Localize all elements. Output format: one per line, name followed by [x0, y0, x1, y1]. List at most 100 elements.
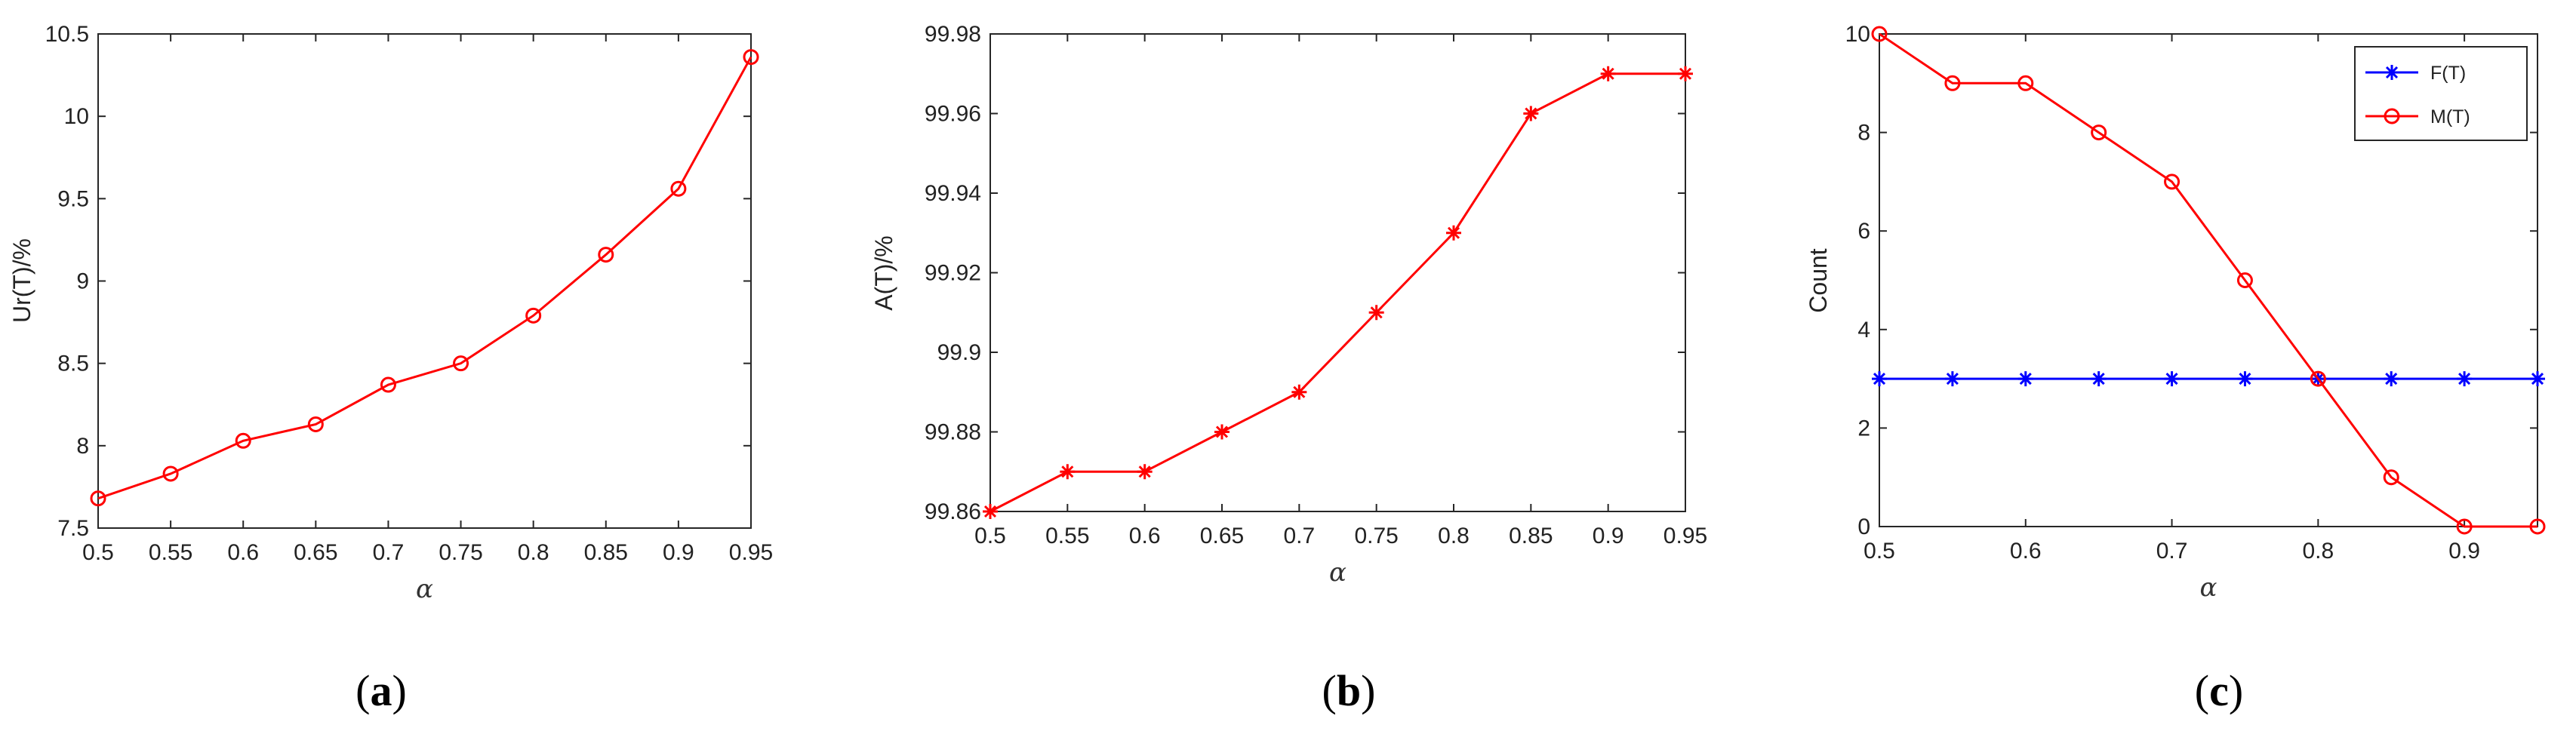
data-point: [1872, 371, 1887, 387]
legend-label: F(T): [2430, 63, 2466, 84]
data-point: [1871, 26, 1888, 42]
data-point: [2530, 371, 2545, 387]
legend: F(T) M(T): [2354, 46, 2528, 141]
data-point: [2017, 371, 2033, 387]
y-tick-label: 7.5: [57, 516, 89, 541]
data-point: [1446, 225, 1461, 241]
x-tick-label: 0.7: [373, 540, 405, 565]
y-tick-label: 99.96: [925, 102, 981, 127]
series-line-1: [1879, 32, 2538, 528]
data-point: [235, 432, 251, 449]
x-tick-label: 0.95: [1663, 524, 1707, 548]
y-tick-label: 99.9: [937, 340, 981, 365]
x-tick-label: 0.6: [227, 540, 259, 565]
y-axis-label: Ur(T)/%: [8, 238, 35, 323]
data-point: [2456, 518, 2473, 535]
y-tick-label: 99.98: [925, 22, 981, 47]
data-point: [1137, 464, 1153, 480]
data-point: [2384, 371, 2399, 387]
y-tick-label: 9.5: [57, 186, 89, 211]
x-tick-label: 0.75: [439, 540, 482, 565]
series-line-0: [97, 56, 752, 500]
y-tick-label: 8: [76, 434, 89, 459]
panel-label: (a): [355, 666, 407, 715]
x-tick-label: 0.9: [2448, 539, 2480, 564]
y-tick-label: 99.88: [925, 420, 981, 445]
data-point: [983, 504, 998, 519]
plot-frame: [1879, 33, 2538, 527]
data-point: [2457, 371, 2473, 387]
panel-label: (c): [2195, 666, 2243, 715]
data-point: [1600, 66, 1616, 81]
panel-label: (b): [1322, 666, 1376, 715]
x-tick-label: 0.85: [584, 540, 628, 565]
data-point: [525, 307, 542, 324]
x-tick-label: 0.8: [2302, 539, 2334, 564]
y-tick-label: 99.86: [925, 499, 981, 524]
data-point: [2091, 371, 2107, 387]
data-point: [1678, 66, 1693, 81]
x-tick-label: 0.55: [1045, 524, 1089, 548]
x-tick-label: 0.75: [1354, 524, 1398, 548]
x-tick-label: 0.85: [1509, 524, 1553, 548]
x-tick-label: 0.6: [1129, 524, 1161, 548]
data-point: [1291, 384, 1307, 400]
data-point: [380, 376, 396, 393]
x-tick-label: 0.6: [2010, 539, 2042, 564]
legend-label: M(T): [2430, 106, 2470, 127]
panel-letter: c: [2209, 666, 2229, 715]
panel-letter: a: [371, 666, 392, 715]
legend-marker: [2384, 65, 2399, 80]
data-point: [2164, 371, 2180, 387]
x-tick-label: 0.9: [663, 540, 694, 565]
data-point: [1214, 424, 1230, 440]
y-tick-label: 9: [76, 269, 89, 294]
data-point: [1060, 464, 1076, 480]
x-tick-label: 0.7: [2156, 539, 2188, 564]
series-line-0: [989, 72, 1685, 513]
x-tick-label: 0.55: [149, 540, 192, 565]
data-point: [2091, 124, 2107, 141]
legend-box: [2354, 46, 2528, 141]
data-point: [453, 355, 469, 372]
data-point: [162, 465, 179, 482]
chart-panel-b: 0.5 0.55 0.6 0.65 0.7 0.75 0.8 0.85 0.9 0.95 99.86…: [870, 22, 1707, 715]
data-point: [2017, 75, 2034, 91]
x-tick-label: 0.7: [1283, 524, 1315, 548]
legend-marker: [2384, 108, 2400, 124]
data-point: [1944, 75, 1961, 91]
x-axis-label: α: [1329, 557, 1346, 588]
y-tick-label: 99.92: [925, 261, 981, 286]
x-tick-label: 0.9: [1593, 524, 1624, 548]
data-point: [1944, 371, 1960, 387]
y-tick-label: 8.5: [57, 352, 89, 376]
plot-frame: [97, 33, 752, 529]
data-point: [307, 416, 324, 432]
panel-letter: b: [1337, 666, 1361, 715]
data-point: [2237, 371, 2253, 387]
y-tick-label: 10: [1845, 22, 1870, 47]
y-tick-label: 10: [64, 104, 89, 129]
x-tick-label: 0.8: [1438, 524, 1470, 548]
data-point: [670, 180, 687, 197]
y-tick-label: 2: [1857, 416, 1870, 441]
x-tick-label: 0.8: [518, 540, 549, 565]
data-point: [2236, 272, 2253, 288]
y-axis-label: Count: [1805, 248, 1832, 313]
x-axis-label: α: [2200, 573, 2217, 603]
data-point: [2529, 518, 2546, 535]
x-tick-label: 0.5: [1864, 539, 1895, 564]
y-tick-label: 6: [1857, 219, 1870, 244]
y-tick-label: 99.94: [925, 181, 981, 206]
y-tick-label: 0: [1857, 514, 1870, 539]
x-tick-label: 0.5: [82, 540, 114, 565]
data-point: [743, 49, 759, 66]
y-tick-label: 8: [1857, 121, 1870, 146]
data-point: [2383, 469, 2399, 486]
data-point: [90, 490, 106, 507]
x-tick-label: 0.65: [294, 540, 337, 565]
data-point: [2164, 174, 2181, 190]
plot-frame: [989, 33, 1686, 512]
y-axis-label: A(T)/%: [870, 235, 897, 311]
